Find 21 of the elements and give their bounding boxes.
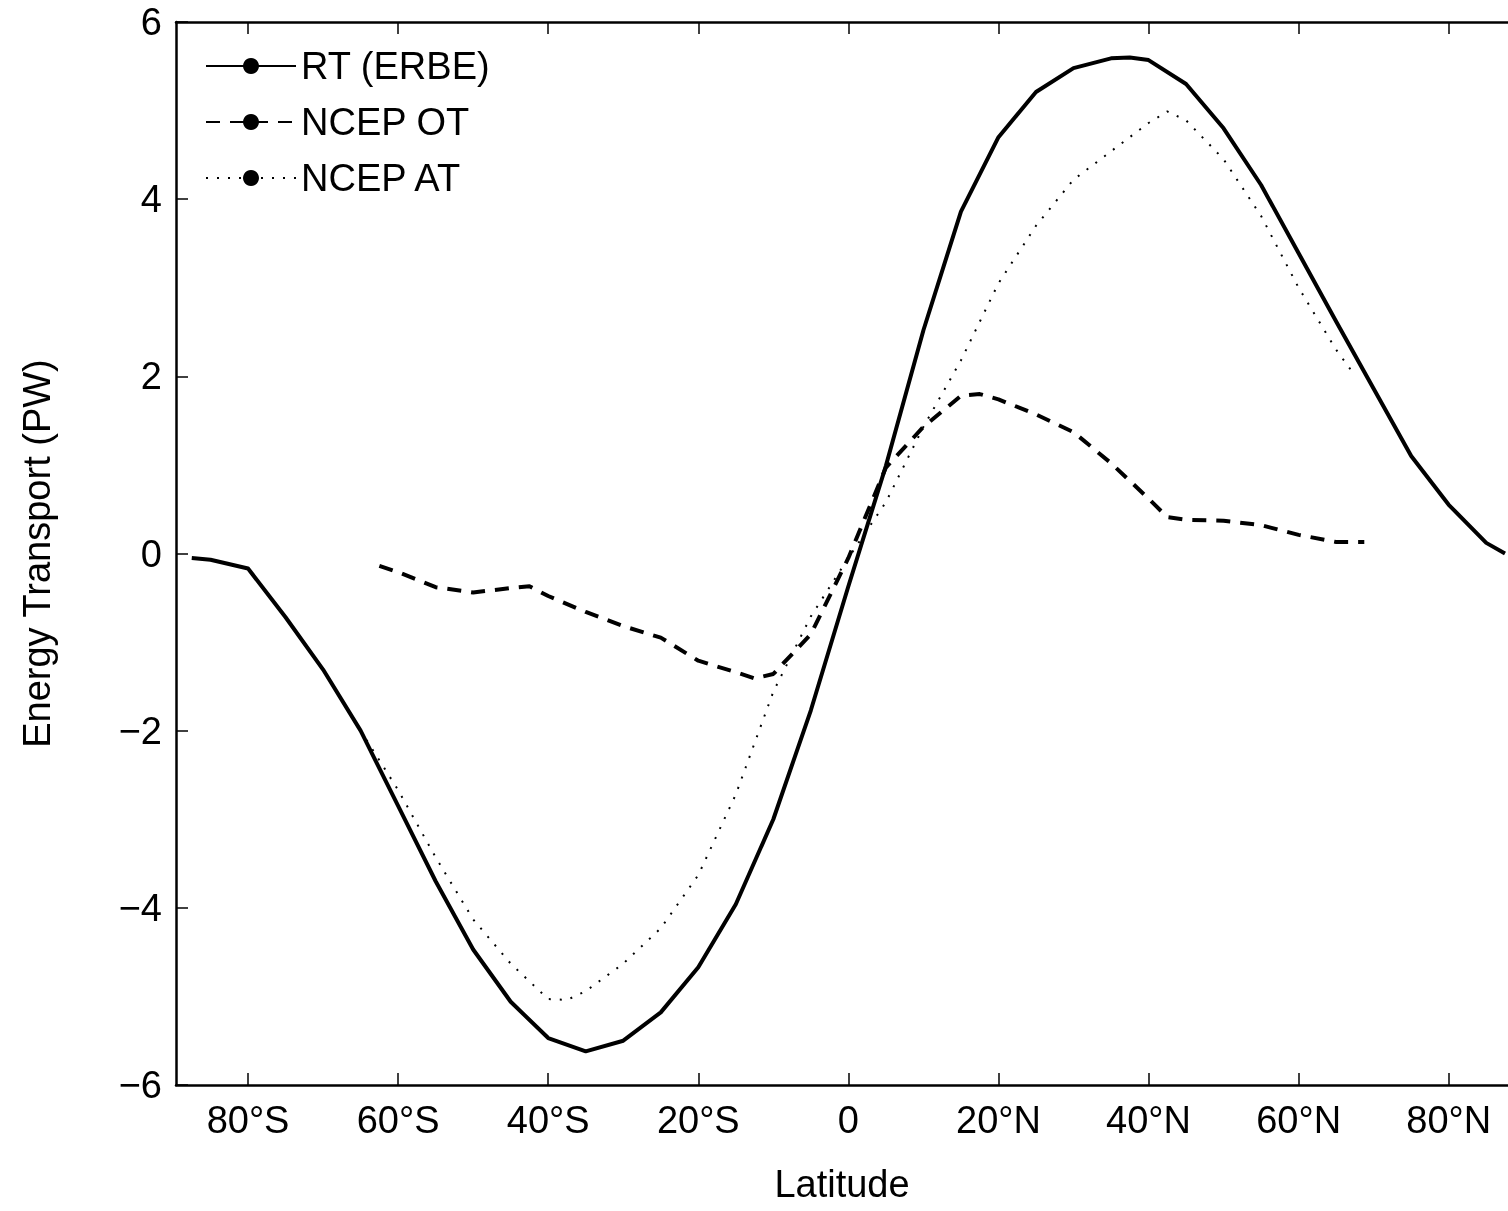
y-tick-label: −4 xyxy=(118,886,162,929)
x-tick-label: 80°N xyxy=(1406,1099,1492,1141)
y-tick-label: 6 xyxy=(140,1,162,43)
x-tick-label: 80°S xyxy=(206,1099,290,1141)
x-tick-label: 40°N xyxy=(1106,1099,1191,1141)
y-tick-label: −2 xyxy=(118,709,162,752)
y-tick-label: 4 xyxy=(140,178,162,221)
y-tick-label: 2 xyxy=(140,355,162,398)
y-axis-title: Energy Transport (PW) xyxy=(16,359,58,748)
legend-label: NCEP AT xyxy=(301,157,461,199)
y-tick-label: 0 xyxy=(140,532,162,575)
x-axis-title: Latitude xyxy=(774,1163,910,1205)
legend-label: RT (ERBE) xyxy=(301,45,490,87)
x-tick-label: 20°S xyxy=(656,1099,740,1141)
x-tick-label: 20°N xyxy=(956,1099,1041,1141)
x-tick-label: 0 xyxy=(837,1099,859,1141)
x-tick-label: 40°S xyxy=(506,1099,590,1141)
legend-label: NCEP OT xyxy=(301,101,470,143)
x-tick-label: 60°S xyxy=(356,1099,440,1141)
y-tick-label: −6 xyxy=(118,1064,162,1106)
x-tick-label: 60°N xyxy=(1256,1099,1342,1141)
